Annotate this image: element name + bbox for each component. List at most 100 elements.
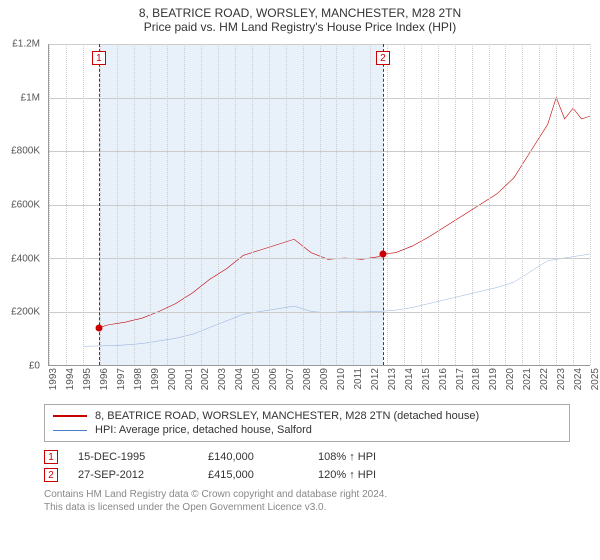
gridline-v [286, 44, 287, 365]
title-block: 8, BEATRICE ROAD, WORSLEY, MANCHESTER, M… [0, 0, 600, 36]
x-tick-label: 2018 [471, 368, 482, 390]
x-axis: 1993199419951996199719981999200020012002… [48, 366, 590, 396]
legend-label-hpi: HPI: Average price, detached house, Salf… [95, 424, 312, 436]
gridline-v [150, 44, 151, 365]
x-tick-label: 2013 [387, 368, 398, 390]
x-tick-label: 1994 [65, 368, 76, 390]
chart-container: 8, BEATRICE ROAD, WORSLEY, MANCHESTER, M… [0, 0, 600, 514]
gridline-v [49, 44, 50, 365]
y-tick-label: £200K [11, 307, 40, 318]
x-tick-label: 1997 [116, 368, 127, 390]
x-tick-label: 2024 [573, 368, 584, 390]
marker-dot-1 [95, 324, 102, 331]
x-tick-label: 2012 [370, 368, 381, 390]
footer-line1: Contains HM Land Registry data © Crown c… [44, 488, 570, 501]
gridline-v [590, 44, 591, 365]
gridline-v [184, 44, 185, 365]
title-sub: Price paid vs. HM Land Registry's House … [0, 20, 600, 34]
sales-date-1: 15-DEC-1995 [78, 451, 208, 463]
legend-row-hpi: HPI: Average price, detached house, Salf… [53, 423, 561, 437]
x-tick-label: 2019 [488, 368, 499, 390]
sales-row-1: 1 15-DEC-1995 £140,000 108% ↑ HPI [44, 448, 570, 466]
sales-price-1: £140,000 [208, 451, 318, 463]
gridline-v [421, 44, 422, 365]
gridline-v [117, 44, 118, 365]
marker-box-2: 2 [376, 51, 390, 65]
x-tick-label: 2006 [268, 368, 279, 390]
legend-row-property: 8, BEATRICE ROAD, WORSLEY, MANCHESTER, M… [53, 409, 561, 423]
marker-box-1: 1 [92, 51, 106, 65]
x-tick-label: 2002 [200, 368, 211, 390]
x-tick-label: 2021 [522, 368, 533, 390]
x-tick-label: 1995 [82, 368, 93, 390]
legend-swatch-property [53, 415, 87, 417]
x-tick-label: 2023 [556, 368, 567, 390]
gridline-v [370, 44, 371, 365]
sales-marker-2: 2 [44, 468, 58, 482]
x-tick-label: 2003 [217, 368, 228, 390]
gridline-v [404, 44, 405, 365]
y-axis: £0£200K£400K£600K£800K£1M£1.2M [0, 36, 44, 366]
sales-hpi-1: 108% ↑ HPI [318, 451, 428, 463]
sales-date-2: 27-SEP-2012 [78, 469, 208, 481]
footer: Contains HM Land Registry data © Crown c… [44, 488, 570, 514]
y-tick-label: £400K [11, 253, 40, 264]
gridline-v [66, 44, 67, 365]
footer-line2: This data is licensed under the Open Gov… [44, 501, 570, 514]
x-tick-label: 2010 [336, 368, 347, 390]
marker-line-1 [99, 44, 100, 365]
gridline-v [556, 44, 557, 365]
gridline-v [201, 44, 202, 365]
title-main: 8, BEATRICE ROAD, WORSLEY, MANCHESTER, M… [0, 6, 600, 20]
x-tick-label: 2008 [302, 368, 313, 390]
x-tick-label: 2016 [438, 368, 449, 390]
chart-area: £0£200K£400K£600K£800K£1M£1.2M 12 199319… [0, 36, 600, 396]
x-tick-label: 2007 [285, 368, 296, 390]
x-tick-label: 1998 [133, 368, 144, 390]
gridline-v [320, 44, 321, 365]
x-tick-label: 2015 [421, 368, 432, 390]
marker-dot-2 [379, 250, 386, 257]
x-tick-label: 2022 [539, 368, 550, 390]
legend-label-property: 8, BEATRICE ROAD, WORSLEY, MANCHESTER, M… [95, 410, 479, 422]
gridline-v [522, 44, 523, 365]
gridline-v [134, 44, 135, 365]
gridline-v [455, 44, 456, 365]
y-tick-label: £0 [29, 361, 40, 372]
gridline-v [100, 44, 101, 365]
legend-swatch-hpi [53, 430, 87, 431]
y-tick-label: £800K [11, 146, 40, 157]
x-tick-label: 2017 [455, 368, 466, 390]
gridline-v [83, 44, 84, 365]
x-tick-label: 2000 [167, 368, 178, 390]
gridline-v [167, 44, 168, 365]
x-tick-label: 2011 [353, 368, 364, 390]
x-tick-label: 1999 [150, 368, 161, 390]
x-tick-label: 2004 [234, 368, 245, 390]
y-tick-label: £1.2M [12, 39, 40, 50]
x-tick-label: 2005 [251, 368, 262, 390]
gridline-v [505, 44, 506, 365]
gridline-v [387, 44, 388, 365]
gridline-v [252, 44, 253, 365]
gridline-v [303, 44, 304, 365]
x-tick-label: 1996 [99, 368, 110, 390]
x-tick-label: 1993 [48, 368, 59, 390]
legend-box: 8, BEATRICE ROAD, WORSLEY, MANCHESTER, M… [44, 404, 570, 442]
x-tick-label: 2009 [319, 368, 330, 390]
gridline-v [489, 44, 490, 365]
gridline-v [218, 44, 219, 365]
gridline-v [336, 44, 337, 365]
gridline-v [539, 44, 540, 365]
gridline-v [573, 44, 574, 365]
x-tick-label: 2014 [404, 368, 415, 390]
y-tick-label: £1M [21, 92, 40, 103]
plot: 12 [48, 44, 590, 366]
gridline-v [438, 44, 439, 365]
sales-hpi-2: 120% ↑ HPI [318, 469, 428, 481]
sales-row-2: 2 27-SEP-2012 £415,000 120% ↑ HPI [44, 466, 570, 484]
gridline-v [269, 44, 270, 365]
sales-marker-1: 1 [44, 450, 58, 464]
x-tick-label: 2025 [590, 368, 600, 390]
gridline-v [353, 44, 354, 365]
